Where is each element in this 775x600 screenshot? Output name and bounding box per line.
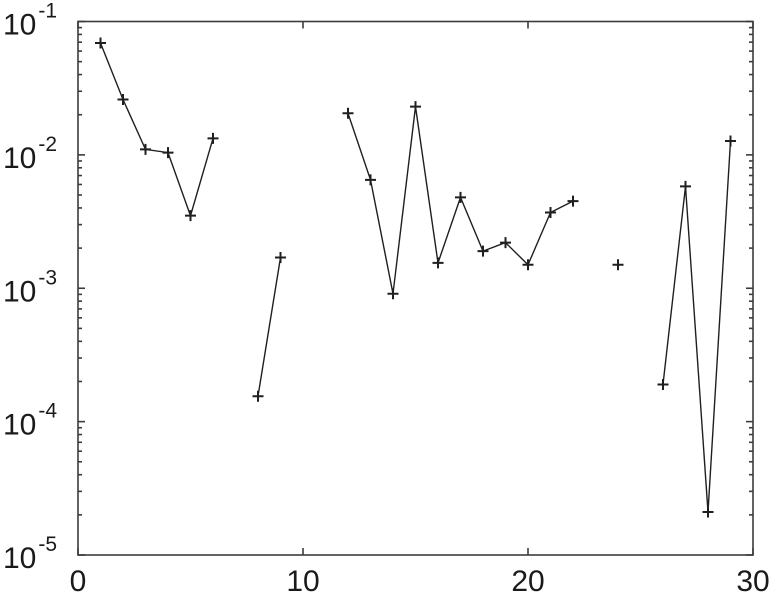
- data-point-marker: [342, 107, 354, 119]
- data-point-marker: [117, 94, 129, 106]
- series-line-segment: [257, 257, 282, 397]
- y-tick-label: 10-3: [3, 266, 57, 308]
- x-tick-label: 0: [70, 565, 87, 598]
- data-point-marker: [567, 195, 579, 207]
- x-tick-labels: 0 10 20 30: [70, 565, 770, 598]
- data-point-marker: [612, 259, 624, 271]
- data-point-marker: [95, 37, 106, 49]
- y-tick-labels: 10-1 10-2 10-3 10-4 10-5: [3, 0, 57, 575]
- x-tick-label: 30: [736, 565, 769, 598]
- data-point-marker: [252, 390, 264, 402]
- y-tick-label: 10-5: [3, 533, 57, 575]
- y-tick-label: 10-2: [3, 133, 57, 175]
- y-tick-label: 10-1: [3, 0, 57, 42]
- data-point-marker: [387, 288, 399, 300]
- data-point-marker: [455, 191, 466, 203]
- data-point-marker: [522, 259, 534, 271]
- series-line-segment: [99, 42, 214, 218]
- data-point-marker: [162, 147, 174, 159]
- data-point-marker: [207, 132, 219, 144]
- data-point-marker: [365, 174, 376, 186]
- data-point-marker: [702, 506, 714, 518]
- data-point-marker: [680, 180, 691, 192]
- data-point-marker: [140, 143, 151, 155]
- x-tick-label: 20: [511, 565, 544, 598]
- data-point-marker: [432, 257, 444, 269]
- data-point-marker: [275, 252, 286, 264]
- data-point-marker: [185, 210, 196, 222]
- data-point-marker: [500, 237, 511, 249]
- series-line-segment: [662, 140, 732, 513]
- data-point-marker: [545, 206, 556, 218]
- x-tick-label: 10: [286, 565, 319, 598]
- plot-border: [77, 20, 754, 556]
- data-point-markers: [95, 37, 736, 518]
- data-point-marker: [725, 135, 736, 147]
- y-tick-label: 10-4: [3, 400, 57, 442]
- data-point-marker: [657, 378, 669, 390]
- data-point-marker: [477, 245, 489, 257]
- data-point-marker: [410, 101, 421, 113]
